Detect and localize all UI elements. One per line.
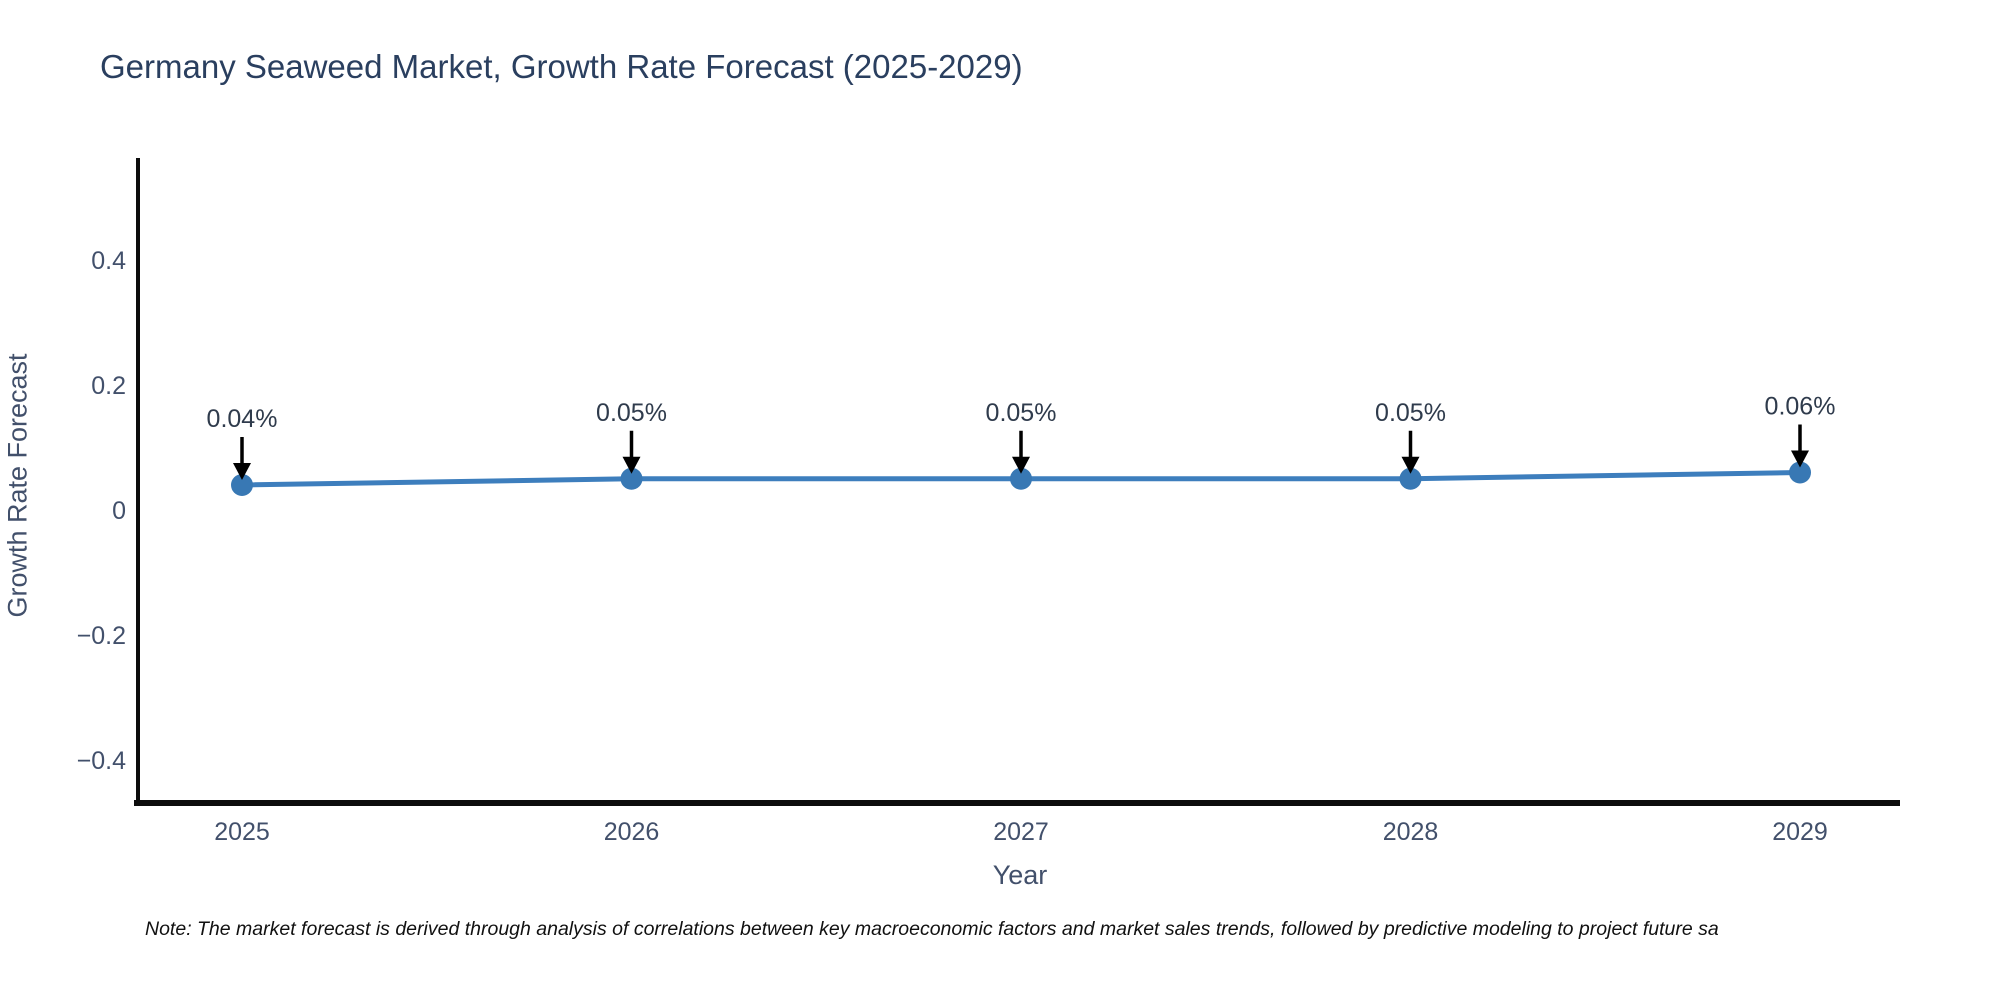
annotation-arrowhead bbox=[1791, 450, 1809, 468]
x-tick-label: 2027 bbox=[993, 818, 1049, 846]
y-tick-label: 0.4 bbox=[91, 247, 126, 275]
annotation-arrowhead bbox=[1012, 456, 1030, 474]
point-label: 0.05% bbox=[1375, 399, 1446, 427]
x-tick-label: 2029 bbox=[1772, 818, 1828, 846]
x-tick-label: 2025 bbox=[214, 818, 270, 846]
annotation-arrowhead bbox=[233, 463, 251, 480]
x-tick-label: 2026 bbox=[604, 818, 660, 846]
x-axis-title: Year bbox=[992, 860, 1048, 890]
data-point bbox=[1010, 467, 1032, 490]
x-tick-label: 2028 bbox=[1383, 818, 1439, 846]
data-point bbox=[620, 467, 643, 490]
data-point bbox=[1399, 467, 1422, 490]
point-label: 0.05% bbox=[986, 399, 1057, 427]
annotation-arrowhead bbox=[622, 456, 641, 474]
y-axis-title: Growth Rate Forecast bbox=[2, 353, 33, 618]
chart-title: Germany Seaweed Market, Growth Rate Fore… bbox=[100, 48, 1023, 85]
footnote: Note: The market forecast is derived thr… bbox=[145, 918, 1719, 940]
y-tick-label: −0.2 bbox=[77, 622, 126, 650]
point-label: 0.06% bbox=[1765, 393, 1836, 421]
annotation-arrowhead bbox=[1401, 456, 1420, 474]
y-tick-label: 0.2 bbox=[91, 372, 126, 400]
point-label: 0.05% bbox=[596, 399, 667, 427]
point-label: 0.04% bbox=[207, 405, 278, 433]
y-tick-label: 0 bbox=[112, 497, 126, 525]
data-point bbox=[231, 474, 253, 496]
y-tick-label: −0.4 bbox=[77, 747, 126, 775]
data-point bbox=[1789, 461, 1811, 484]
